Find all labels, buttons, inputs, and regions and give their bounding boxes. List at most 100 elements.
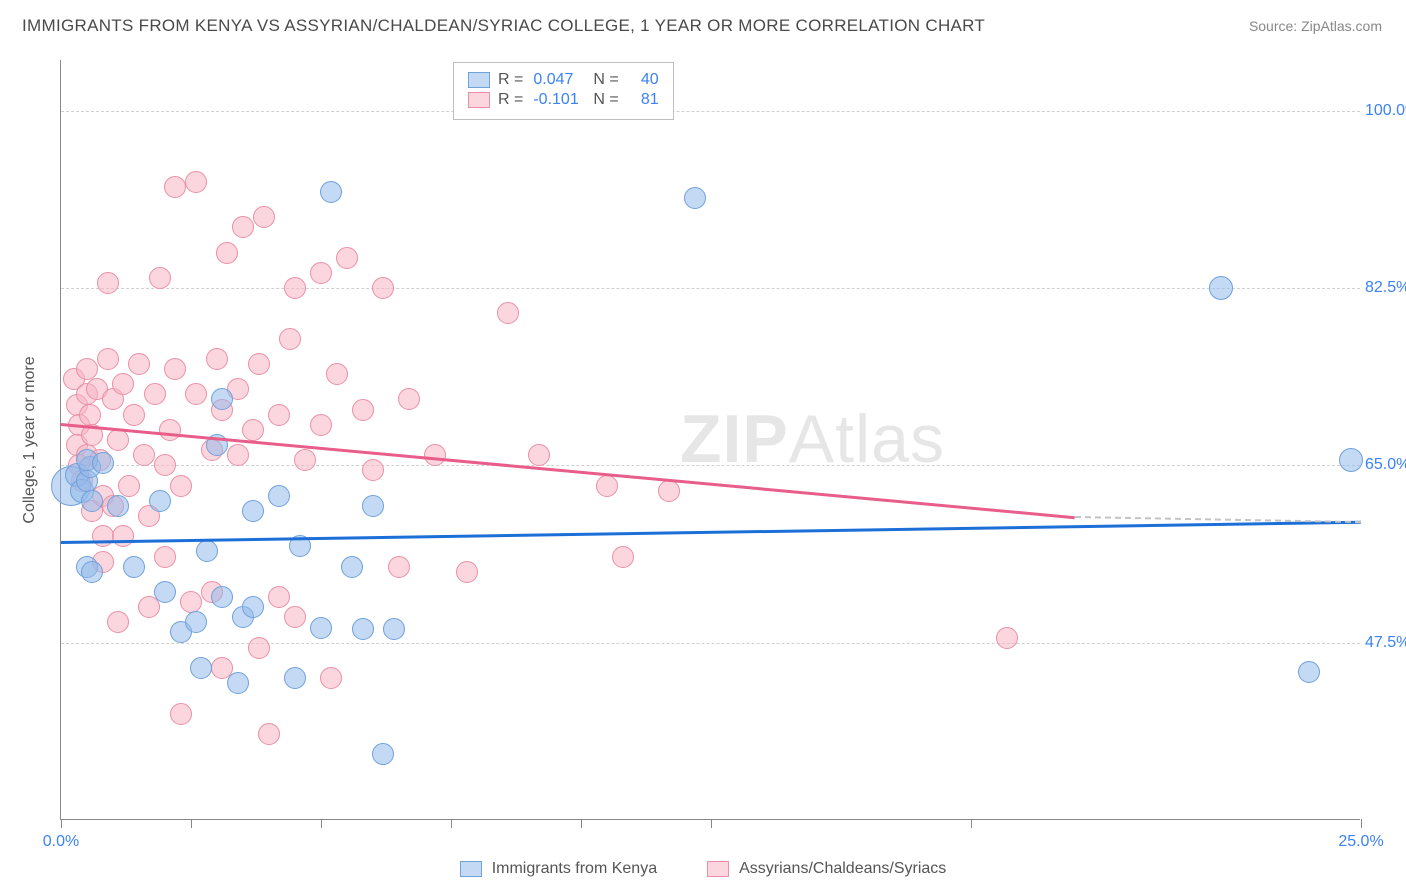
legend-item-pink: Assyrians/Chaldeans/Syriacs <box>707 860 946 878</box>
data-point <box>164 358 186 380</box>
data-point <box>227 444 249 466</box>
data-point <box>206 348 228 370</box>
y-tick-label: 82.5% <box>1365 279 1406 297</box>
data-point <box>341 556 363 578</box>
x-tick <box>971 819 972 828</box>
chart-title: IMMIGRANTS FROM KENYA VS ASSYRIAN/CHALDE… <box>22 16 985 36</box>
legend-item-blue: Immigrants from Kenya <box>460 860 657 878</box>
data-point <box>1298 661 1320 683</box>
x-tick <box>321 819 322 828</box>
data-point <box>118 475 140 497</box>
data-point <box>154 581 176 603</box>
data-point <box>211 586 233 608</box>
data-point <box>159 419 181 441</box>
x-tick <box>1361 819 1362 828</box>
data-point <box>658 480 680 502</box>
data-point <box>284 277 306 299</box>
data-point <box>424 444 446 466</box>
data-point <box>190 657 212 679</box>
data-point <box>196 540 218 562</box>
gridline <box>61 111 1360 112</box>
data-point <box>362 459 384 481</box>
y-axis-label: College, 1 year or more <box>21 356 39 523</box>
source-label: Source: ZipAtlas.com <box>1249 18 1382 34</box>
data-point <box>612 546 634 568</box>
data-point <box>996 627 1018 649</box>
data-point <box>128 353 150 375</box>
data-point <box>123 404 145 426</box>
data-point <box>185 171 207 193</box>
data-point <box>398 388 420 410</box>
data-point <box>310 262 332 284</box>
data-point <box>336 247 358 269</box>
data-point <box>294 449 316 471</box>
x-tick <box>61 819 62 828</box>
data-point <box>268 586 290 608</box>
data-point <box>232 216 254 238</box>
data-point <box>180 591 202 613</box>
data-point <box>388 556 410 578</box>
data-point <box>310 414 332 436</box>
data-point <box>268 485 290 507</box>
data-point <box>253 206 275 228</box>
swatch-blue-icon <box>460 861 482 877</box>
trend-line <box>61 423 1075 519</box>
gridline <box>61 465 1360 466</box>
data-point <box>112 373 134 395</box>
swatch-pink-icon <box>468 92 490 108</box>
x-tick <box>581 819 582 828</box>
x-tick <box>711 819 712 828</box>
data-point <box>144 383 166 405</box>
data-point <box>211 388 233 410</box>
data-point <box>79 404 101 426</box>
data-point <box>107 495 129 517</box>
data-point <box>320 667 342 689</box>
x-tick-label: 0.0% <box>43 833 79 851</box>
data-point <box>227 672 249 694</box>
data-point <box>310 617 332 639</box>
data-point <box>684 187 706 209</box>
data-point <box>596 475 618 497</box>
legend-stats-box: R = 0.047 N = 40 R = -0.101 N = 81 <box>453 62 674 120</box>
x-tick <box>191 819 192 828</box>
data-point <box>170 703 192 725</box>
y-tick-label: 65.0% <box>1365 456 1406 474</box>
data-point <box>326 363 348 385</box>
data-point <box>383 618 405 640</box>
data-point <box>149 267 171 289</box>
data-point <box>112 525 134 547</box>
data-point <box>362 495 384 517</box>
scatter-plot: 47.5%65.0%82.5%100.0%0.0%25.0% <box>60 60 1360 820</box>
data-point <box>149 490 171 512</box>
data-point <box>92 525 114 547</box>
data-point <box>164 176 186 198</box>
swatch-blue-icon <box>468 72 490 88</box>
data-point <box>97 348 119 370</box>
data-point <box>279 328 301 350</box>
data-point <box>123 556 145 578</box>
data-point <box>1339 448 1363 472</box>
data-point <box>258 723 280 745</box>
data-point <box>242 500 264 522</box>
x-tick-label: 25.0% <box>1338 833 1383 851</box>
data-point <box>242 419 264 441</box>
legend-series: Immigrants from Kenya Assyrians/Chaldean… <box>0 860 1406 878</box>
data-point <box>352 399 374 421</box>
data-point <box>497 302 519 324</box>
data-point <box>284 606 306 628</box>
data-point <box>185 611 207 633</box>
data-point <box>107 429 129 451</box>
data-point <box>92 452 114 474</box>
y-tick-label: 100.0% <box>1365 102 1406 120</box>
data-point <box>352 618 374 640</box>
data-point <box>248 353 270 375</box>
data-point <box>81 561 103 583</box>
data-point <box>372 277 394 299</box>
data-point <box>154 454 176 476</box>
data-point <box>528 444 550 466</box>
data-point <box>320 181 342 203</box>
y-tick-label: 47.5% <box>1365 634 1406 652</box>
data-point <box>216 242 238 264</box>
data-point <box>248 637 270 659</box>
data-point <box>284 667 306 689</box>
